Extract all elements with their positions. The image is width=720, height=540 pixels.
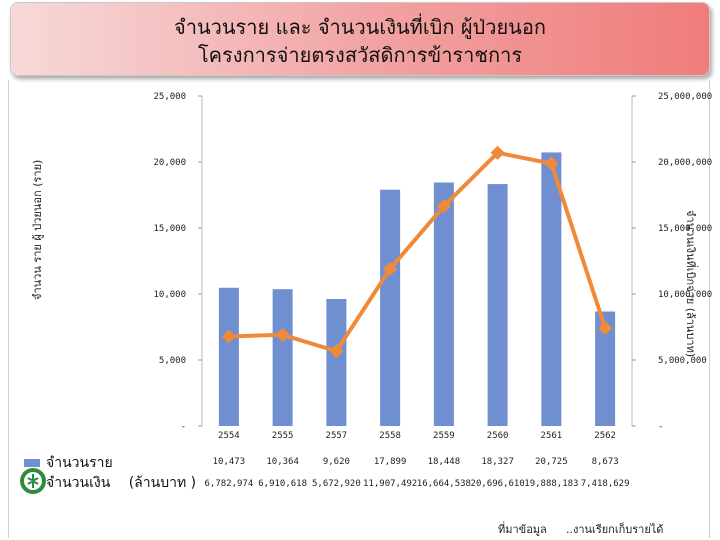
left-axis-title: จำนวน ราย ผู้ ป่วยนอก (ราย) (31, 159, 44, 300)
chart-title-line1: จำนวนราย และ จำนวนเงินที่เบิก ผู้ป่วยนอก (174, 15, 546, 39)
bar (218, 287, 239, 426)
amount-data-label: 11,907,492 (363, 479, 417, 489)
amount-series-line (228, 150, 608, 354)
category-label: 2557 (326, 431, 348, 441)
amount-point (221, 329, 236, 344)
amount-point (329, 344, 344, 359)
count-data-label: 10,364 (266, 457, 299, 467)
bar (380, 189, 401, 426)
count-data-label: 17,899 (374, 457, 407, 467)
count-data-label: 9,620 (323, 457, 350, 467)
left-tick-label: 10,000 (153, 290, 186, 300)
source-text: ..งานเรียกเก็บรายได้ (566, 523, 664, 536)
chart-title-line2: โครงการจ่ายตรงสวัสดิการข้าราชการ (197, 43, 523, 67)
legend-amount: จำนวนเงิน (ล้านบาท ) (24, 472, 196, 494)
amount-point (436, 198, 451, 214)
amount-data-label: 20,696,610 (471, 479, 525, 489)
category-label: 2560 (487, 431, 509, 441)
amount-point (544, 156, 559, 171)
count-data-label: 20,725 (535, 457, 568, 467)
amount-point (383, 261, 398, 276)
source-label: ที่มาข้อมูล (498, 523, 547, 536)
ministry-logo-icon (20, 468, 46, 494)
legend-amount-unit: (ล้านบาท ) (128, 475, 197, 491)
chart-frame (8, 80, 710, 538)
bar (433, 182, 454, 426)
category-label: 2554 (218, 431, 240, 441)
count-data-label: 18,448 (428, 457, 461, 467)
amount-data-label: 7,418,629 (581, 479, 630, 489)
amount-point (598, 321, 613, 336)
left-tick-label: 5,000 (159, 356, 186, 366)
count-data-label: 18,327 (481, 457, 514, 467)
left-tick-label: 20,000 (153, 158, 186, 168)
title-banner: จำนวนราย และ จำนวนเงินที่เบิก ผู้ป่วยนอก… (10, 2, 710, 76)
amount-data-label: 5,672,920 (312, 479, 361, 489)
right-tick-label: 5,000,000 (658, 356, 707, 366)
amount-data-label: 6,910,618 (258, 479, 307, 489)
bar (541, 152, 562, 426)
right-axis-title: จำนวนเงินที่เบิกจ่าย (ล้านบาท) (684, 210, 697, 358)
right-tick-label: 15,000,000 (658, 224, 712, 234)
right-tick-label: 10,000,000 (658, 290, 712, 300)
left-tick-label: - (181, 422, 186, 432)
category-label: 2555 (272, 431, 294, 441)
amount-data-label: 6,782,974 (204, 479, 253, 489)
bar (487, 184, 508, 426)
amount-data-label: 16,664,538 (417, 479, 471, 489)
right-tick-label: 20,000,000 (658, 158, 712, 168)
amount-point (490, 145, 505, 160)
legend-amount-label: จำนวนเงิน (46, 475, 111, 491)
count-data-label: 8,673 (592, 457, 619, 467)
category-label: 2561 (541, 431, 563, 441)
left-tick-label: 25,000 (153, 92, 186, 102)
amount-data-label: 19,888,183 (524, 479, 578, 489)
category-label: 2559 (433, 431, 455, 441)
bar (595, 311, 616, 426)
bar (272, 289, 293, 426)
legend-count-label: จำนวนราย (46, 455, 113, 471)
legend-count: จำนวนราย (24, 452, 113, 474)
legend-bar-swatch (24, 459, 40, 467)
category-label: 2558 (379, 431, 401, 441)
right-tick-label: 25,000,000 (658, 92, 712, 102)
amount-point (275, 327, 290, 342)
bar (326, 299, 347, 426)
category-label: 2562 (594, 431, 616, 441)
left-tick-label: 15,000 (153, 224, 186, 234)
count-data-label: 10,473 (213, 457, 246, 467)
right-tick-label: - (658, 422, 663, 432)
